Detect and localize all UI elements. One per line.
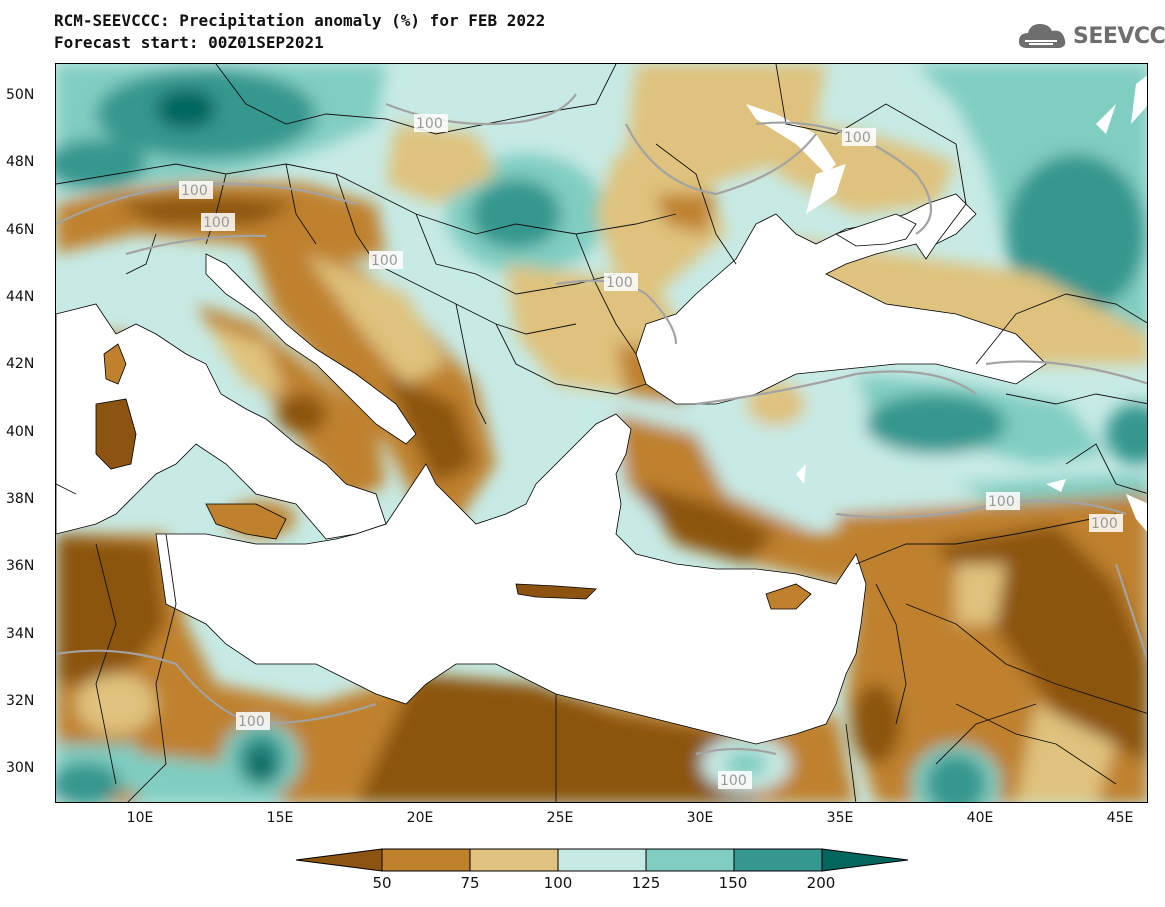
map-panel: 100 100 100 100 100 100 100 100 100 100 [55,63,1148,803]
lat-label-44n: 44N [6,289,35,305]
colorbar-segment-below-50 [295,848,383,872]
precipitation-map: 100 100 100 100 100 100 100 100 100 100 [56,64,1147,802]
lat-label-38n: 38N [6,491,35,507]
seevccc-logo: SEEVCCC [1017,20,1165,52]
contour-label-4: 100 [203,215,230,231]
title-line-2: Forecast start: 00Z01SEP2021 [54,33,324,52]
colorbar-segment-3 [557,848,647,872]
colorbar-segment-2 [469,848,559,872]
sea-mask [56,193,1047,745]
lat-label-48n: 48N [6,154,35,170]
lon-label-30e: 30E [686,810,714,826]
anomaly-field [56,64,1147,802]
contour-label-1: 100 [416,116,443,132]
lat-label-40n: 40N [6,424,35,440]
lat-label-34n: 34N [6,626,35,642]
lat-label-46n: 46N [6,222,35,238]
contour-label-7: 100 [988,494,1015,510]
contour-label-9: 100 [238,714,265,730]
contour-label-5: 100 [371,253,398,269]
cloud-icon [1018,24,1066,48]
colorbar-label-100: 100 [543,874,573,892]
lat-label-32n: 32N [6,693,35,709]
colorbar-segment-4 [645,848,735,872]
lat-label-42n: 42N [6,356,35,372]
colorbar-label-50: 50 [372,874,392,892]
colorbar-label-125: 125 [631,874,661,892]
contour-labels: 100 100 100 100 100 100 100 100 100 100 [179,114,1123,789]
lon-label-15e: 15E [266,810,294,826]
figure-title: RCM-SEEVCCC: Precipitation anomaly (%) f… [54,10,545,54]
colorbar-segment-1 [381,848,471,872]
lon-label-45e: 45E [1106,810,1134,826]
lon-label-10e: 10E [126,810,154,826]
lat-label-36n: 36N [6,558,35,574]
logo-text: SEEVCCC [1073,23,1165,49]
colorbar-label-150: 150 [718,874,748,892]
lon-label-40e: 40E [966,810,994,826]
title-line-1: RCM-SEEVCCC: Precipitation anomaly (%) f… [54,11,546,30]
colorbar-segment-5 [733,848,823,872]
colorbar-label-200: 200 [806,874,836,892]
lon-label-25e: 25E [546,810,574,826]
colorbar-segment-above-200 [821,848,909,872]
contour-label-8: 100 [1091,516,1118,532]
contour-label-3: 100 [181,183,208,199]
country-borders [56,64,1147,802]
contour-label-2: 100 [844,130,871,146]
islands [95,343,812,610]
missing-data-patches [746,75,1147,532]
lat-label-50n: 50N [6,87,35,103]
colorbar [295,848,909,872]
colorbar-label-75: 75 [460,874,480,892]
lon-label-35e: 35E [826,810,854,826]
lat-label-30n: 30N [6,760,35,776]
contour-label-10: 100 [720,773,747,789]
contour-label-6: 100 [606,275,633,291]
lon-label-20e: 20E [406,810,434,826]
